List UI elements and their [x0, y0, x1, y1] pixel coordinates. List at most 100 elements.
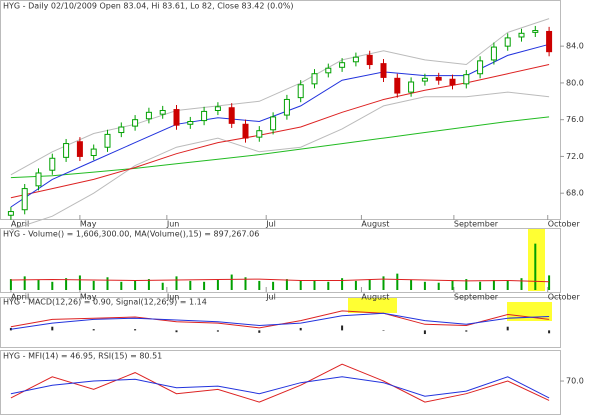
x-tick-label: August: [361, 220, 389, 229]
histogram-bar: [341, 325, 344, 331]
candle-body: [546, 30, 553, 53]
y-tick-label: 80.0: [566, 78, 584, 87]
histogram-bar: [175, 330, 178, 333]
histogram-bar: [51, 326, 54, 331]
macd-frame: [0, 297, 561, 348]
candle-body: [35, 172, 42, 187]
bar: [258, 280, 261, 290]
x-tick-label: October: [548, 220, 581, 229]
candle-body: [21, 188, 28, 211]
candle-body: [214, 106, 221, 111]
bar: [106, 277, 109, 290]
candle-body: [270, 116, 277, 131]
candle-body: [201, 110, 208, 122]
y-tick-label: 68.0: [566, 189, 584, 198]
histogram-bar: [258, 330, 261, 333]
x-tick-label: August: [361, 293, 389, 302]
bar: [92, 280, 95, 290]
candle-body: [228, 107, 235, 124]
candle-body: [421, 77, 428, 82]
candle-body: [518, 32, 525, 38]
candle-body: [187, 121, 194, 125]
candle-body: [256, 130, 263, 138]
volume-frame: [0, 228, 561, 293]
x-tick-label: October: [548, 293, 581, 302]
candle-body: [352, 56, 359, 63]
candle-body: [490, 46, 497, 61]
candle-body: [118, 126, 125, 134]
candle-body: [449, 78, 456, 86]
candle-body: [339, 62, 346, 68]
price-frame: [0, 0, 561, 220]
bar: [230, 274, 233, 290]
y-tick-label: 76.0: [566, 115, 584, 124]
highlight: [528, 229, 545, 291]
histogram-bar: [382, 330, 385, 331]
bar: [9, 279, 12, 290]
bar: [65, 278, 68, 290]
histogram-bar: [548, 330, 551, 334]
line: [10, 116, 550, 179]
candle-body: [90, 148, 97, 157]
histogram-bar: [134, 329, 137, 331]
candle-body: [159, 109, 166, 115]
x-tick-label: May: [80, 220, 97, 229]
histogram-bar: [506, 326, 509, 331]
line: [10, 363, 550, 403]
y-tick-label: 72.0: [566, 152, 584, 161]
bar: [23, 276, 26, 290]
line: [10, 64, 550, 199]
bar: [120, 281, 123, 290]
x-tick-label: September: [454, 293, 499, 302]
candle-body: [132, 119, 139, 127]
candle-body: [242, 123, 249, 139]
x-tick-label: Jul: [265, 220, 276, 229]
bar: [244, 277, 247, 290]
bar: [437, 282, 440, 290]
y-tick-label: 70.0: [566, 377, 584, 386]
bar: [423, 281, 426, 290]
bar: [534, 243, 537, 290]
x-tick-label: September: [454, 220, 499, 229]
histogram-bar: [299, 327, 302, 331]
candle-body: [104, 133, 111, 148]
bar: [161, 282, 164, 290]
candle-body: [311, 73, 318, 85]
bar: [479, 281, 482, 290]
panel-title: HYG - Volume() = 1,606,300.00, MA(Volume…: [3, 230, 259, 239]
histogram-bar: [92, 329, 95, 331]
candle-body: [76, 141, 83, 157]
candle-body: [532, 30, 539, 33]
line: [10, 43, 550, 208]
candle-body: [394, 77, 401, 94]
panel-title: HYG - MACD(12,26) = 0.90, Signal(12,26,9…: [3, 298, 207, 307]
bar: [51, 281, 54, 290]
line: [10, 376, 550, 399]
panel-title: HYG - MFI(14) = 46.95, RSI(15) = 80.51: [3, 352, 162, 361]
bar: [313, 280, 316, 290]
bar: [396, 273, 399, 290]
bar: [492, 280, 495, 290]
bar: [299, 280, 302, 290]
bar: [410, 280, 413, 290]
bar: [451, 280, 454, 290]
candle-body: [463, 74, 470, 85]
bar: [382, 276, 385, 290]
x-tick-label: Jul: [265, 293, 276, 302]
candle-body: [380, 63, 387, 78]
bar: [341, 278, 344, 290]
candle-body: [325, 67, 332, 74]
bar: [203, 281, 206, 290]
x-tick-label: Jun: [166, 220, 180, 229]
line: [10, 278, 550, 283]
bar: [548, 275, 551, 290]
bar: [147, 279, 150, 290]
bar: [272, 281, 275, 290]
highlight: [348, 298, 397, 313]
line: [10, 91, 550, 231]
histogram-bar: [423, 330, 426, 335]
candle-body: [49, 157, 56, 171]
bar: [506, 280, 509, 290]
panel-title: HYG - Daily 02/10/2009 Open 83.04, Hi 83…: [3, 2, 294, 11]
